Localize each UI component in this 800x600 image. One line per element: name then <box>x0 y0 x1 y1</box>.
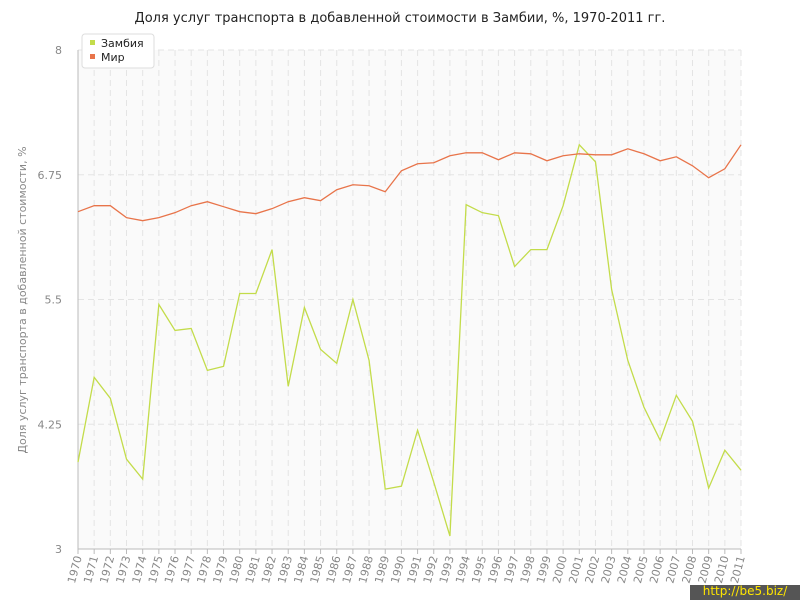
legend-swatch <box>90 40 95 45</box>
legend-label: Замбия <box>101 37 144 50</box>
y-axis-label: Доля услуг транспорта в добавленной стои… <box>16 146 29 453</box>
y-tick-label: 3 <box>55 543 62 556</box>
y-tick-label: 4.25 <box>38 418 63 431</box>
legend-swatch <box>90 54 95 59</box>
y-tick-label: 5.5 <box>45 294 63 307</box>
watermark-bg <box>690 585 800 600</box>
lines <box>77 143 742 537</box>
y-tick-label: 8 <box>55 44 62 57</box>
line-series <box>77 143 742 537</box>
y-tick-label: 6.75 <box>38 169 63 182</box>
chart-title: Доля услуг транспорта в добавленной стои… <box>135 11 666 26</box>
line-series <box>77 144 742 222</box>
legend-label: Мир <box>101 51 125 64</box>
watermark: http://be5.biz/ <box>703 584 788 598</box>
legend-box <box>81 33 155 69</box>
